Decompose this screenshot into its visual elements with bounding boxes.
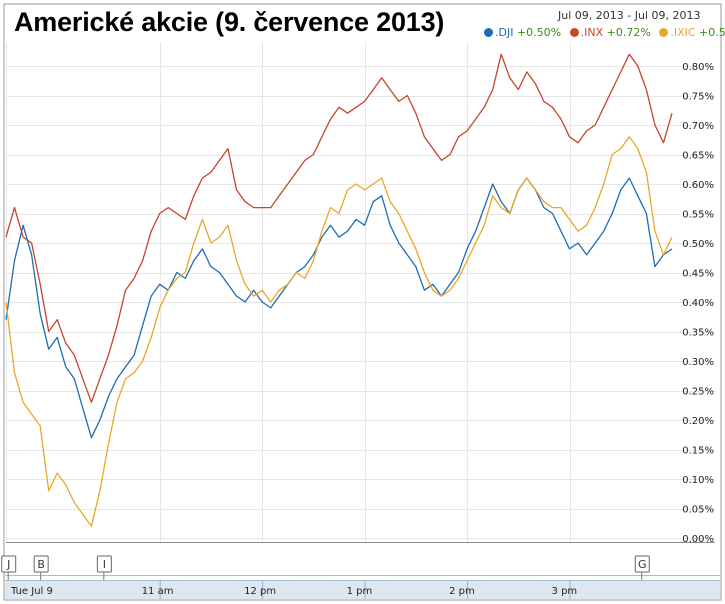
marker-label: G xyxy=(638,558,647,571)
legend-series-change: +0.72% xyxy=(606,26,651,39)
y-tick-label: 0.75% xyxy=(682,92,714,103)
legend-series-name: .INX xyxy=(580,26,604,39)
legend-dot-icon xyxy=(659,28,669,37)
x-tick-label: Tue Jul 9 xyxy=(10,586,53,597)
y-tick-label: 0.10% xyxy=(682,475,714,486)
y-tick-label: 0.80% xyxy=(682,62,714,73)
y-tick-label: 0.50% xyxy=(682,239,714,250)
marker-label: J xyxy=(6,558,10,571)
x-tick-label: 12 pm xyxy=(244,586,276,597)
x-tick-label: 1 pm xyxy=(347,586,373,597)
y-tick-label: 0.60% xyxy=(682,180,714,191)
marker-box xyxy=(96,555,112,573)
y-tick-label: 0.65% xyxy=(682,151,714,162)
x-tick-label: 11 am xyxy=(142,586,174,597)
y-tick-label: 0.30% xyxy=(682,357,714,368)
x-tick-label: 2 pm xyxy=(449,586,475,597)
x-axis: J B I G Tue Jul 9 11 am 12 pm 1 pm 2 pm 3 pm xyxy=(1,555,720,599)
marker-flag-b[interactable]: B xyxy=(33,555,49,573)
y-tick-label: 0.05% xyxy=(682,505,714,516)
chart-border xyxy=(3,3,722,601)
legend-dot-icon xyxy=(484,28,493,37)
marker-box xyxy=(1,555,17,573)
legend-series-name: .DJI xyxy=(495,26,514,39)
legend-dot-icon xyxy=(569,28,579,37)
legend-series-change: +0.56% xyxy=(699,26,725,39)
y-tick-label: 0.15% xyxy=(682,446,714,457)
marker-flag-g[interactable]: G xyxy=(634,555,650,573)
marker-box xyxy=(634,555,650,573)
legend-series-change: +0.50% xyxy=(516,26,562,39)
marker-label: B xyxy=(37,558,45,571)
series-line-inx xyxy=(5,53,673,403)
y-tick-label: 0.00% xyxy=(682,534,714,545)
marker-label: I xyxy=(103,558,106,571)
marker-box xyxy=(33,555,49,573)
series-line-ixic xyxy=(5,136,673,527)
y-tick-label: 0.35% xyxy=(682,328,714,339)
legend-series-name: .IXIC xyxy=(670,26,696,39)
chart-title: Americké akcie (9. července 2013) xyxy=(14,7,445,37)
y-tick-label: 0.25% xyxy=(682,387,714,398)
y-tick-label: 0.40% xyxy=(682,298,714,309)
marker-flag-j[interactable]: J xyxy=(1,555,17,573)
marker-flag-i[interactable]: I xyxy=(96,555,112,573)
y-tick-label: 0.55% xyxy=(682,210,714,221)
time-axis-band xyxy=(5,580,720,599)
y-tick-label: 0.20% xyxy=(682,416,714,427)
legend-item-dji[interactable]: .DJI +0.50% xyxy=(484,26,561,39)
grid-lines xyxy=(6,42,715,543)
legend: .DJI +0.50% .INX +0.72% .IXIC +0.56% xyxy=(484,26,725,39)
y-tick-label: 0.70% xyxy=(682,121,714,132)
series-line-dji xyxy=(5,177,673,439)
legend-item-inx[interactable]: .INX +0.72% xyxy=(569,26,651,39)
y-axis: 0.00% 0.05% 0.10% 0.15% 0.20% 0.25% 0.30% 0.35%… xyxy=(682,62,714,545)
date-range[interactable]: Jul 09, 2013 - Jul 09, 2013 xyxy=(558,9,701,22)
x-tick-label: 3 pm xyxy=(552,586,578,597)
legend-item-ixic[interactable]: .IXIC +0.56% xyxy=(659,26,725,39)
y-tick-label: 0.45% xyxy=(682,269,714,280)
